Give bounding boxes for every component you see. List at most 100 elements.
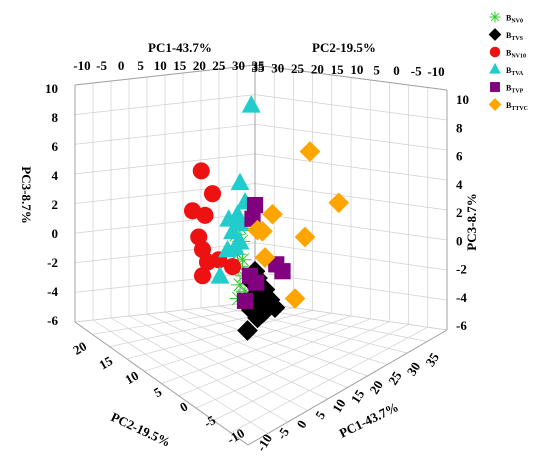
point-ttvc: [299, 141, 321, 162]
pc3-left-tick: 6: [52, 139, 59, 154]
point-nv10: [198, 253, 217, 271]
grid-line: [254, 183, 448, 211]
pc2-bottom-tick: -5: [201, 412, 218, 431]
point-nv10: [203, 185, 222, 203]
point-tva: [223, 221, 242, 240]
pc3-right-title: PC3-8.7%: [464, 193, 479, 250]
pc3-left-title: PC3-8.7%: [19, 166, 34, 223]
pc1-top-tick: 30: [232, 58, 245, 73]
pc1-top-tick: 25: [212, 58, 226, 73]
box-edge: [74, 321, 249, 446]
point-tva: [219, 209, 239, 227]
pc3-left-tick: -4: [47, 284, 58, 299]
pc2-bottom-tick: 15: [96, 353, 115, 373]
pc3-right-tick: 4: [456, 177, 463, 192]
pc1-top-tick: 20: [193, 58, 206, 73]
point-tvs: [247, 307, 268, 329]
grid-line: [230, 326, 428, 434]
grid-line: [254, 94, 448, 121]
pc2-top-tick: 25: [291, 61, 305, 76]
legend-label-tvp: BTVP: [506, 84, 524, 95]
pc1-bottom-tick: 0: [293, 417, 309, 430]
pc2-bottom-tick: -10: [224, 425, 247, 447]
grid-line: [74, 153, 256, 175]
grid-layer: [74, 64, 448, 446]
pc2-top-title: PC2-19.5%: [312, 40, 376, 55]
pc3-left-tick: 0: [52, 226, 59, 241]
pc2-bottom-tick: 0: [177, 399, 190, 415]
pc1-bottom-tick: 15: [348, 387, 368, 406]
point-ttvc: [294, 226, 316, 248]
pc3-left-tick: 4: [52, 168, 59, 183]
pc2-top-tick: 15: [331, 62, 345, 77]
grid-line: [74, 123, 256, 145]
pc2-bottom-tick: 5: [151, 384, 165, 400]
box-edge: [74, 64, 256, 86]
pc1-top-tick: -10: [73, 58, 90, 73]
legend-label-tvs: BTVS: [506, 31, 524, 42]
point-tva: [230, 172, 250, 191]
pc1-top-tick: -5: [96, 58, 107, 73]
point-tva: [210, 266, 230, 284]
pc1-bottom-tick: 35: [422, 350, 442, 369]
pc3-left-tick: 2: [52, 197, 59, 212]
point-ttvc: [252, 220, 273, 242]
grid-line: [182, 309, 368, 377]
pc1-bottom-tick: 20: [366, 378, 386, 397]
pc2-bottom-tick: 20: [70, 338, 89, 357]
grid-line: [161, 315, 352, 384]
pc3-right-tick: 0: [456, 233, 463, 248]
legend-marker-tva: [489, 62, 501, 74]
grid-line: [254, 212, 448, 241]
legend-label-nv0: BNV0: [506, 14, 523, 25]
grid-line: [254, 123, 448, 151]
point-ttvc: [328, 192, 350, 214]
legend: BNV0 BTVS BNV10 BTVA BTVP BTTVC: [488, 11, 528, 112]
point-tva: [241, 95, 261, 113]
pc2-top-tick: 10: [350, 62, 363, 77]
legend-marker-ttvc: [488, 98, 502, 111]
legend-marker-tvs: [488, 28, 502, 41]
grid-line: [200, 307, 388, 365]
pc3-left-tick: -6: [47, 313, 58, 328]
points-layer: [183, 95, 350, 341]
point-tvp: [274, 263, 291, 280]
point-nv10: [196, 206, 214, 224]
pc2-bottom-title: PC2-19.5%: [109, 409, 173, 450]
legend-label-ttvc: BTTVC: [506, 101, 528, 112]
point-nv10: [193, 267, 212, 285]
pc3-right-tick: -6: [456, 318, 467, 333]
pc1-bottom-tick: 25: [385, 368, 405, 387]
grid-line: [213, 324, 409, 421]
pc1-top-tick: 35: [252, 58, 266, 73]
grid-line: [254, 153, 448, 181]
pc2-top-tick: 0: [393, 63, 400, 78]
point-tvs: [264, 297, 286, 319]
pc2-top-tick: -10: [427, 64, 444, 79]
pc3-right-tick: 2: [456, 205, 463, 220]
point-tvp: [248, 274, 265, 291]
pc1-top-tick: 0: [118, 58, 125, 73]
pc1-top-title: PC1-43.7%: [148, 40, 212, 55]
point-ttvc: [284, 288, 306, 309]
legend-label-nv10: BNV10: [506, 49, 526, 60]
box-edge: [247, 329, 448, 446]
pc2-top-tick: 20: [311, 61, 324, 76]
pc3-right-tick: 10: [456, 92, 469, 107]
point-nv10: [192, 162, 210, 180]
grid-line: [195, 321, 390, 409]
point-tva: [218, 239, 237, 258]
pc1-top-tick: 5: [137, 58, 144, 73]
grid-line: [74, 94, 256, 115]
legend-label-tva: BTVA: [506, 66, 524, 77]
pc1-bottom-tick: 5: [312, 408, 328, 422]
legend-marker-nv0: [489, 11, 501, 23]
pc2-top-tick: -5: [411, 64, 422, 79]
pc3-right-tick: -4: [456, 290, 467, 305]
point-nv10: [223, 258, 242, 276]
point-tvp: [236, 292, 254, 309]
pc3-right-tick: 6: [456, 149, 463, 164]
pc1-bottom-tick: -10: [253, 431, 275, 454]
pc2-top-tick: 30: [271, 60, 284, 75]
